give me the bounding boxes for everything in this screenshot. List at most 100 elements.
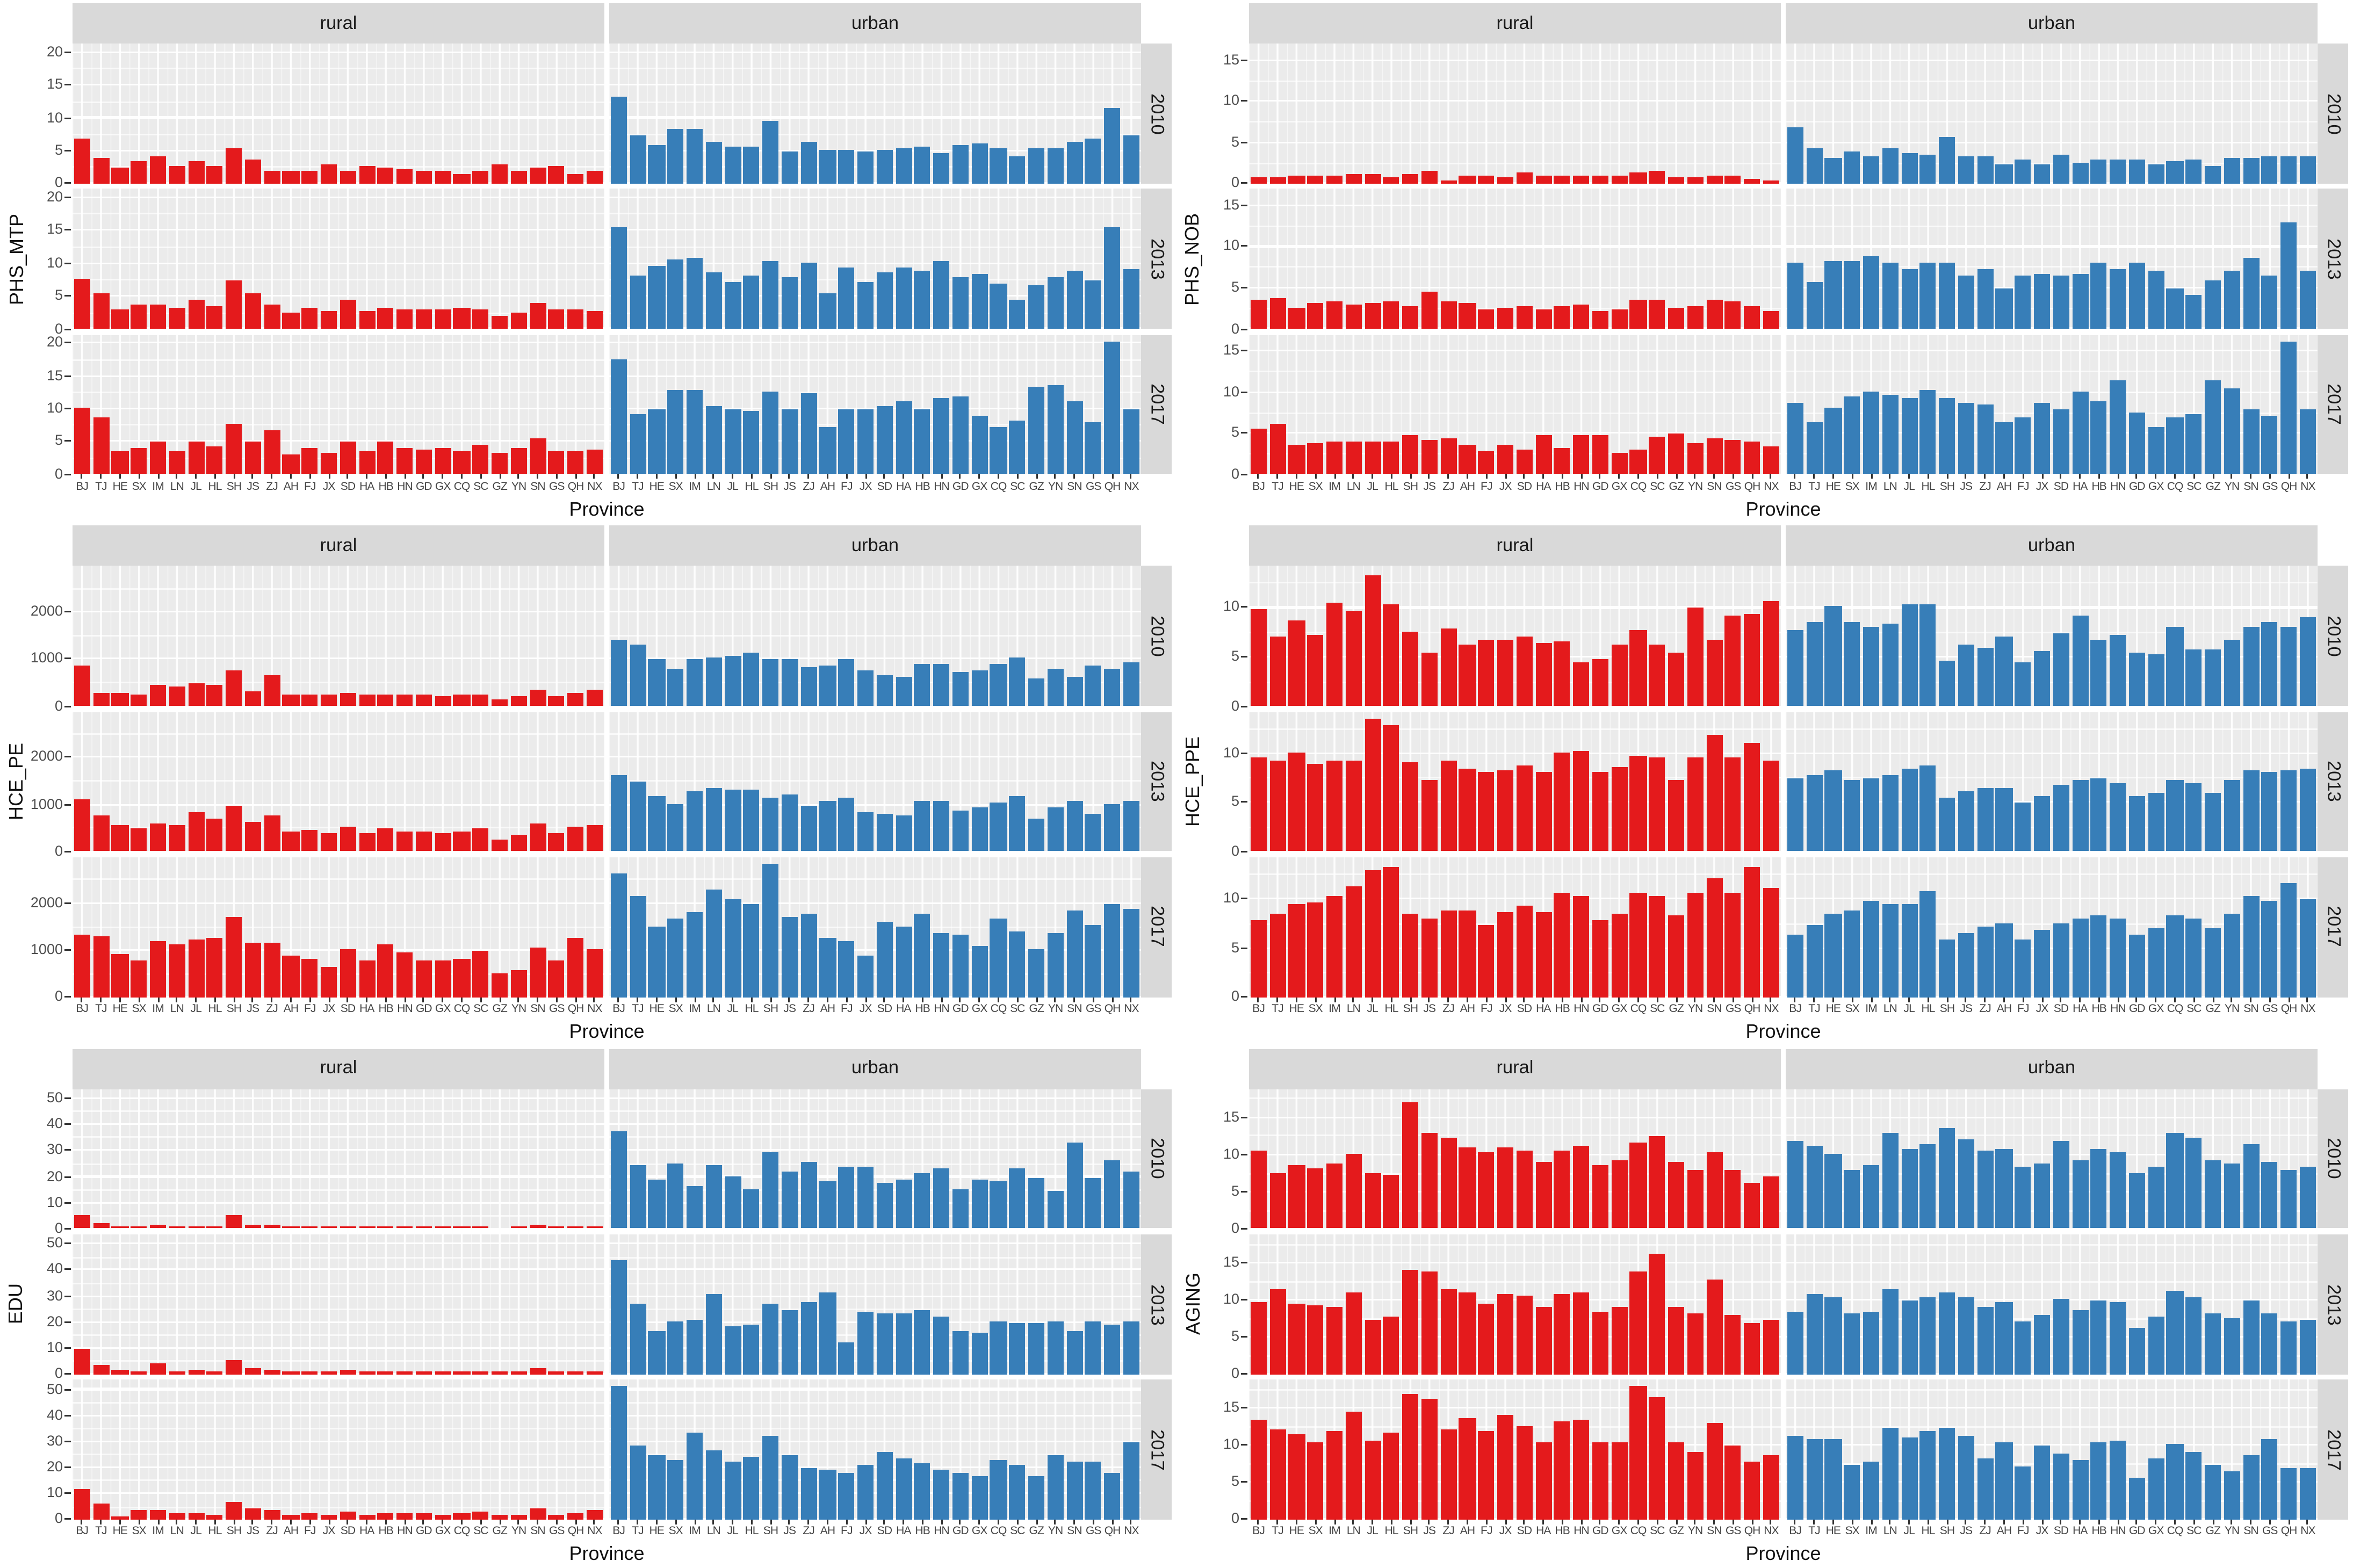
bar-slot (1591, 712, 1609, 852)
bar-slot (111, 335, 129, 474)
bar (244, 1508, 261, 1520)
bar (629, 1164, 646, 1229)
x-tick-label: NX (1764, 481, 1779, 493)
bar-slot (2241, 335, 2260, 474)
bar-slot (1008, 1380, 1027, 1520)
x-tick-mark (1965, 996, 1967, 1002)
bar-slot (1420, 857, 1439, 997)
x-tick-label: HE (1825, 1004, 1841, 1016)
x-tick-slot (2147, 996, 2166, 1003)
bar-slot (319, 335, 338, 474)
x-tick-slot (2070, 996, 2089, 1003)
y-axis-ticks-2017: 0 5 10 15 (1206, 1380, 1249, 1526)
x-tick-label: JL (1903, 1004, 1915, 1016)
bar-slot (2032, 857, 2051, 997)
x-tick-label: ZJ (1442, 1004, 1454, 1016)
bar-slot (1534, 1234, 1553, 1375)
x-tick-mark (2288, 1519, 2290, 1524)
x-tick-mark (769, 1519, 771, 1524)
bar-slot (205, 857, 224, 997)
bar-slot (2090, 1089, 2109, 1229)
x-tick-slot (1572, 996, 1591, 1003)
bar (1364, 1441, 1381, 1520)
gridline-major (1786, 350, 2318, 352)
bar (206, 938, 223, 997)
bars-row (609, 1234, 1141, 1375)
x-tick-mark (1092, 996, 1094, 1002)
x-tick-slot (111, 474, 129, 480)
bar-slot (628, 189, 647, 329)
bar-slot (1325, 44, 1344, 184)
bar (1009, 931, 1026, 997)
x-label-slot: GS (2261, 480, 2279, 494)
bar (1763, 888, 1780, 997)
bar (2015, 940, 2031, 997)
x-tick-mark (1372, 996, 1374, 1002)
bar (1554, 175, 1571, 184)
x-tick-mark (1580, 1519, 1583, 1524)
x-tick-label: JS (1960, 1527, 1973, 1538)
bar-slot (837, 1380, 856, 1520)
bar-slot (685, 189, 704, 329)
x-tick-label: LN (170, 481, 184, 493)
x-tick-label: SC (1010, 481, 1025, 493)
bar (876, 1183, 893, 1229)
bar (876, 814, 893, 852)
x-tick-mark (2193, 1519, 2195, 1524)
bar (377, 1371, 394, 1375)
gridline-major (1786, 1227, 2318, 1229)
gridline-minor (1249, 582, 1781, 583)
gridline-minor (73, 424, 604, 425)
x-tick-slot (856, 474, 875, 480)
gridline-minor (73, 1360, 604, 1362)
x-tick-labels: BJ TJ HE SX IM LN JL HL SH JS ZJ AH FJ JX SD HA HB HN GD GX… (1786, 1002, 2318, 1017)
bar-slot (1103, 566, 1122, 706)
x-tick-mark (1409, 474, 1411, 479)
y-tick-mark (1241, 473, 1247, 475)
bar (1611, 768, 1628, 852)
year-strip-2010: 2010 (1141, 566, 1172, 706)
x-tick-label: GZ (1669, 1004, 1684, 1016)
bar (435, 1514, 451, 1520)
bar-slot (91, 566, 110, 706)
bar (131, 695, 147, 706)
gridline-minor (609, 68, 1141, 69)
bar-slot (1995, 335, 2013, 474)
bar-slot (129, 1089, 148, 1229)
bar (876, 676, 893, 706)
year-strip-2013: 2013 (2318, 711, 2348, 852)
y-axis-title-text: EDU (5, 1283, 27, 1325)
bar (2242, 896, 2260, 997)
bar (131, 828, 147, 852)
bar-slot (894, 712, 913, 852)
x-label-slot: TJ (628, 1525, 647, 1540)
bar-slot (471, 857, 490, 997)
x-label-slot: FJ (2013, 480, 2032, 494)
bar-slot (2109, 1234, 2127, 1375)
gridline-major (1249, 1261, 1781, 1263)
bar (131, 1510, 147, 1520)
x-tick-label: SC (2186, 1004, 2202, 1016)
bar (2262, 1439, 2278, 1520)
bar-slot (1786, 189, 1805, 329)
bar-slot (2184, 189, 2203, 329)
bar (933, 152, 950, 184)
x-label-slot: SX (129, 480, 148, 494)
gridline-minor (609, 682, 1141, 683)
x-tick-label: GD (416, 481, 432, 493)
x-tick-slot (111, 996, 129, 1003)
x-tick-mark (461, 474, 463, 479)
bar (1440, 910, 1457, 997)
gridline-major (73, 611, 604, 613)
x-tick-label: IM (1865, 481, 1877, 493)
x-tick-label: NX (2300, 1527, 2315, 1538)
y-tick-mark (64, 1347, 71, 1349)
bar (1250, 300, 1267, 329)
bar (743, 790, 760, 852)
gridline-minor (1249, 1355, 1781, 1356)
x-label-slot: QH (566, 1002, 585, 1017)
x-tick-mark (2174, 996, 2176, 1002)
x-tick-mark (1372, 474, 1374, 479)
year-strip-label: 2010 (2323, 615, 2343, 657)
bar (1028, 1177, 1045, 1229)
